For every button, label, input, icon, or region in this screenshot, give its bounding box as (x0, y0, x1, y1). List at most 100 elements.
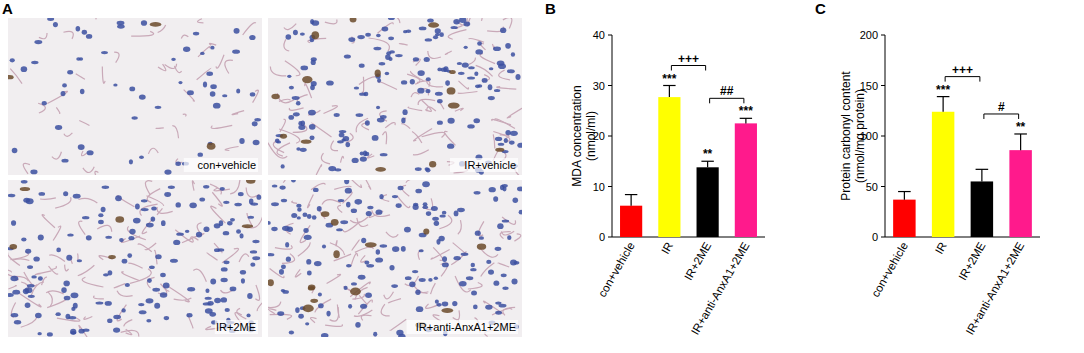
nucleus (466, 276, 473, 280)
nucleus (442, 211, 447, 215)
nucleus (248, 216, 254, 219)
tissue-wall (145, 243, 156, 250)
nucleus (401, 80, 407, 84)
tissue-wall (279, 129, 300, 143)
nucleus (351, 208, 357, 213)
nucleus (135, 203, 140, 209)
nucleus (205, 297, 212, 300)
nucleus (454, 211, 459, 217)
x-tick-label: IR (659, 240, 675, 256)
nucleus (175, 162, 181, 166)
nucleus (392, 246, 399, 252)
tissue-wall (56, 107, 60, 113)
nucleus (475, 85, 480, 89)
nucleus (309, 124, 316, 130)
nucleus (498, 63, 506, 69)
stain (9, 244, 17, 250)
nucleus (318, 293, 322, 297)
nucleus (25, 249, 31, 254)
bar (620, 206, 642, 237)
nucleus (300, 33, 305, 36)
nucleus (232, 50, 240, 54)
nucleus (398, 186, 404, 190)
nucleus (250, 250, 257, 253)
tissue-wall (55, 197, 71, 208)
nucleus (509, 140, 515, 144)
nucleus (401, 118, 405, 124)
tissue-wall (384, 292, 394, 299)
tissue-wall (439, 215, 451, 228)
error-stem (669, 86, 670, 98)
nucleus (164, 316, 169, 320)
nucleus (427, 19, 434, 23)
bar (658, 97, 680, 237)
nucleus (247, 293, 252, 299)
nucleus (515, 74, 520, 80)
nucleus (71, 292, 79, 298)
tissue-wall (381, 304, 389, 316)
tissue-wall (95, 171, 102, 175)
nucleus (326, 311, 330, 317)
nucleus (474, 72, 478, 77)
stain (271, 94, 279, 99)
nucleus (419, 278, 426, 282)
tissue-wall (126, 329, 132, 335)
nucleus (8, 293, 14, 297)
nucleus (31, 61, 38, 64)
tissue-wall (501, 231, 514, 235)
nucleus (78, 144, 85, 150)
stain (268, 279, 274, 286)
stain (331, 219, 339, 226)
tissue-wall (351, 253, 358, 266)
nucleus (300, 148, 307, 152)
nucleus (457, 208, 465, 212)
tissue-wall (422, 100, 432, 111)
nucleus (403, 30, 407, 33)
nucleus (132, 116, 138, 119)
tissue-wall (64, 133, 73, 136)
stain (301, 139, 312, 143)
tissue-wall (503, 18, 512, 28)
nucleus (339, 130, 347, 133)
nucleus (14, 320, 21, 324)
nucleus (113, 327, 120, 332)
nucleus (291, 180, 296, 183)
nucleus (307, 214, 312, 219)
tissue-wall (114, 284, 125, 288)
nucleus (39, 192, 46, 196)
tissue-wall (295, 269, 301, 277)
bar (735, 123, 757, 237)
nucleus (234, 203, 242, 207)
nucleus (62, 83, 67, 87)
nucleus (129, 86, 135, 91)
nucleus (82, 30, 87, 35)
tissue-wall (502, 217, 515, 224)
nucleus (297, 216, 301, 219)
tissue-wall (507, 104, 522, 118)
nucleus (53, 22, 58, 27)
nucleus (365, 33, 371, 37)
stain (350, 288, 361, 296)
nucleus (101, 207, 106, 212)
nucleus (105, 301, 112, 306)
nucleus (447, 118, 454, 124)
nucleus (281, 199, 287, 203)
nucleus (311, 20, 319, 26)
nucleus (458, 72, 465, 75)
tissue-wall (35, 271, 51, 275)
tissue-wall (382, 132, 386, 144)
nucleus (210, 91, 216, 96)
nucleus (296, 204, 301, 208)
stain (350, 18, 357, 23)
nucleus (517, 143, 522, 148)
nucleus (425, 89, 430, 93)
nucleus (155, 106, 162, 109)
nucleus (170, 259, 178, 263)
nucleus (146, 319, 151, 323)
tissue-wall (316, 165, 322, 175)
nucleus (183, 46, 190, 51)
micrograph-content (8, 180, 262, 337)
nucleus (127, 253, 132, 258)
nucleus (252, 121, 258, 126)
nucleus (113, 315, 121, 320)
